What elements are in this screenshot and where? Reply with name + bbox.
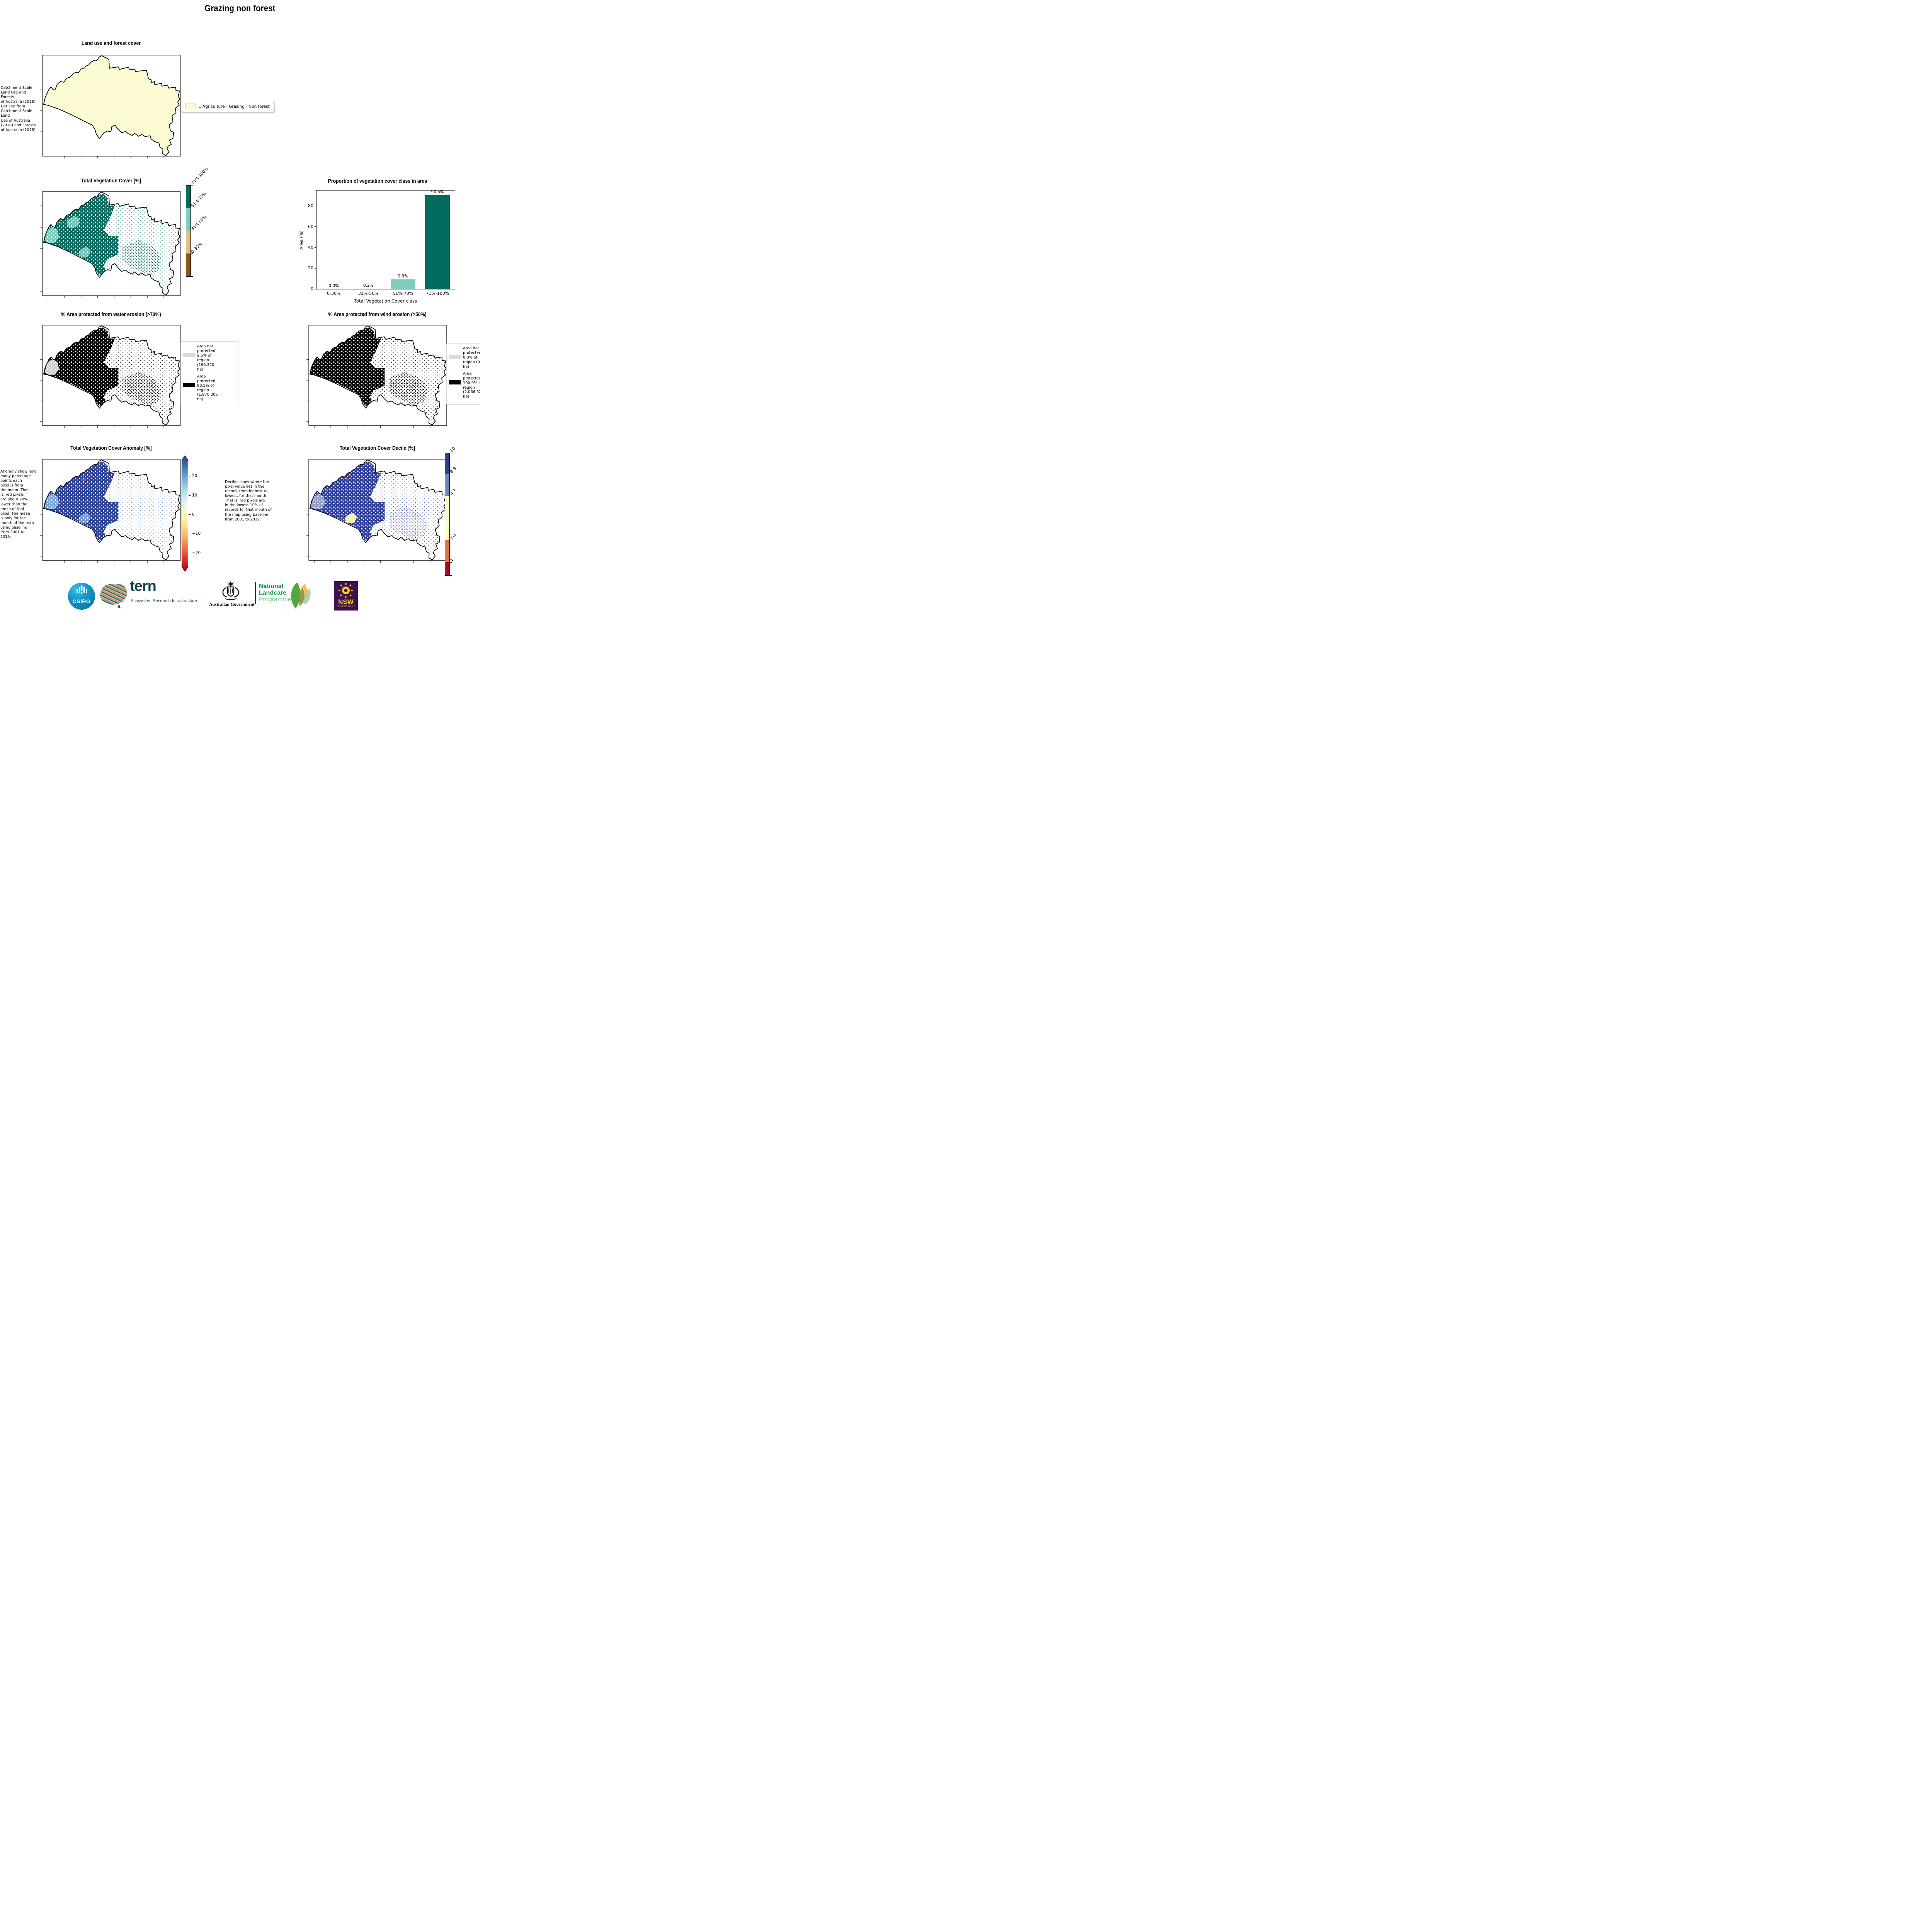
wind-erosion-title: % Area protected from wind erosion (>50%… (328, 311, 427, 317)
anomaly-map (40, 459, 181, 563)
bar-value-label: 0.2% (363, 283, 374, 288)
anomaly-colorbar: 20 10 0 −10 −20 (182, 455, 216, 572)
tern-tagline: Ecosystem Research Infrastructure (131, 599, 197, 603)
x-tick-label: 0-30% (327, 291, 341, 296)
veg-cover-raster (43, 192, 180, 295)
wind-erosion-raster (310, 326, 446, 425)
x-tick-label: 51%-70% (393, 291, 413, 296)
landuse-side-note: Catchment Scale Land Use and Forests of … (1, 86, 36, 132)
veg-cover-map (40, 191, 181, 298)
wind-protected-swatch (449, 380, 461, 384)
landuse-legend: 1 Agriculture - Grazing - Non forest (181, 101, 274, 112)
bar-value-label: 90.5% (431, 190, 444, 195)
chart-title: Proportion of vegetation cover class in … (328, 178, 427, 184)
x-tick-label: 31%-50% (358, 291, 379, 296)
nsw-government-label: GOVERNMENT (337, 605, 355, 608)
bar-71%-100% (425, 195, 450, 289)
water-erosion-raster (43, 326, 180, 425)
map-frame (42, 55, 181, 156)
anomaly-title: Total Vegetation Cover Anomaly [%] (70, 445, 152, 451)
axis-ticks (40, 69, 164, 158)
wind-not-protected-label: Area not protected 0.0% of region (0 ha) (463, 346, 480, 369)
wind-erosion-map (306, 325, 447, 428)
bar-value-label: 0.0% (328, 284, 339, 288)
nsw-wordmark: NSW (338, 598, 354, 605)
australian-government-label: Australian Government (209, 602, 255, 607)
landuse-title: Land use and forest cover (81, 40, 141, 46)
landcare-line3: Programme (259, 596, 291, 603)
bar-51%-70% (390, 279, 415, 289)
decile-raster (310, 460, 446, 560)
water-erosion-legend: Area not protected 9.5% of region (196,3… (180, 341, 238, 408)
footer-divider (255, 582, 256, 604)
nsw-government-logo: NSW GOVERNMENT (334, 581, 358, 611)
chart-x-axis-label: Total Vegetation Cover class (354, 298, 417, 304)
bar-value-label: 9.3% (398, 274, 408, 279)
landuse-map (40, 55, 181, 158)
report-page: Grazing non forest Land use and forest c… (0, 0, 480, 611)
landuse-legend-swatch (185, 104, 196, 109)
proportion-chart: Proportion of vegetation cover class in … (294, 177, 461, 304)
catchment-region (43, 55, 181, 156)
veg-cover-title: Total Vegetation Cover [%] (81, 177, 141, 184)
wind-erosion-legend: Area not protected 0.0% of region (0 ha)… (446, 343, 480, 405)
decile-side-note: Deciles show where the pixel value lies … (225, 480, 272, 522)
chart-y-axis-label: Area (%) (299, 230, 304, 250)
water-not-protected-swatch (183, 353, 195, 357)
veg-cover-colorbar: 71%-100% 51%-70% 31%-50% 0-30% (186, 167, 221, 277)
national-landcare-wordmark: National Landcare Programme (259, 583, 291, 603)
decile-title: Total Vegetation Cover Decile [%] (340, 445, 415, 451)
csiro-wordmark: CSIRO (72, 598, 91, 604)
landcare-leaves-icon (291, 582, 311, 609)
tern-australia-icon (100, 584, 127, 608)
australian-government-crest-icon (222, 581, 239, 600)
anomaly-raster (43, 460, 180, 560)
water-not-protected-label: Area not protected 9.5% of region (196,3… (197, 344, 216, 372)
water-protected-label: Area protected 90.5% of region (1,870,20… (197, 374, 218, 402)
landuse-legend-label: 1 Agriculture - Grazing - Non forest (199, 104, 270, 109)
wind-not-protected-swatch (449, 355, 461, 359)
decile-map (306, 459, 447, 563)
water-protected-swatch (183, 383, 195, 387)
water-erosion-map (40, 325, 181, 428)
page-title: Grazing non forest (204, 3, 276, 13)
wind-protected-label: Area protected 100.0% of region (2,066,5… (463, 371, 480, 399)
water-erosion-title: % Area protected from water erosion (>70… (61, 311, 161, 317)
decile-colorbar: 10 8-9 4-7 2-3 1 (445, 446, 480, 576)
landcare-line1: National (259, 583, 284, 590)
landcare-line2: Landcare (259, 589, 287, 596)
x-tick-label: 71%-100% (426, 291, 449, 296)
csiro-logo-marks (77, 585, 87, 594)
nsw-waratah-icon (339, 583, 353, 598)
tern-wordmark: tern (130, 578, 157, 594)
anomaly-side-note: Anomaly show how many percetage points e… (0, 469, 36, 539)
